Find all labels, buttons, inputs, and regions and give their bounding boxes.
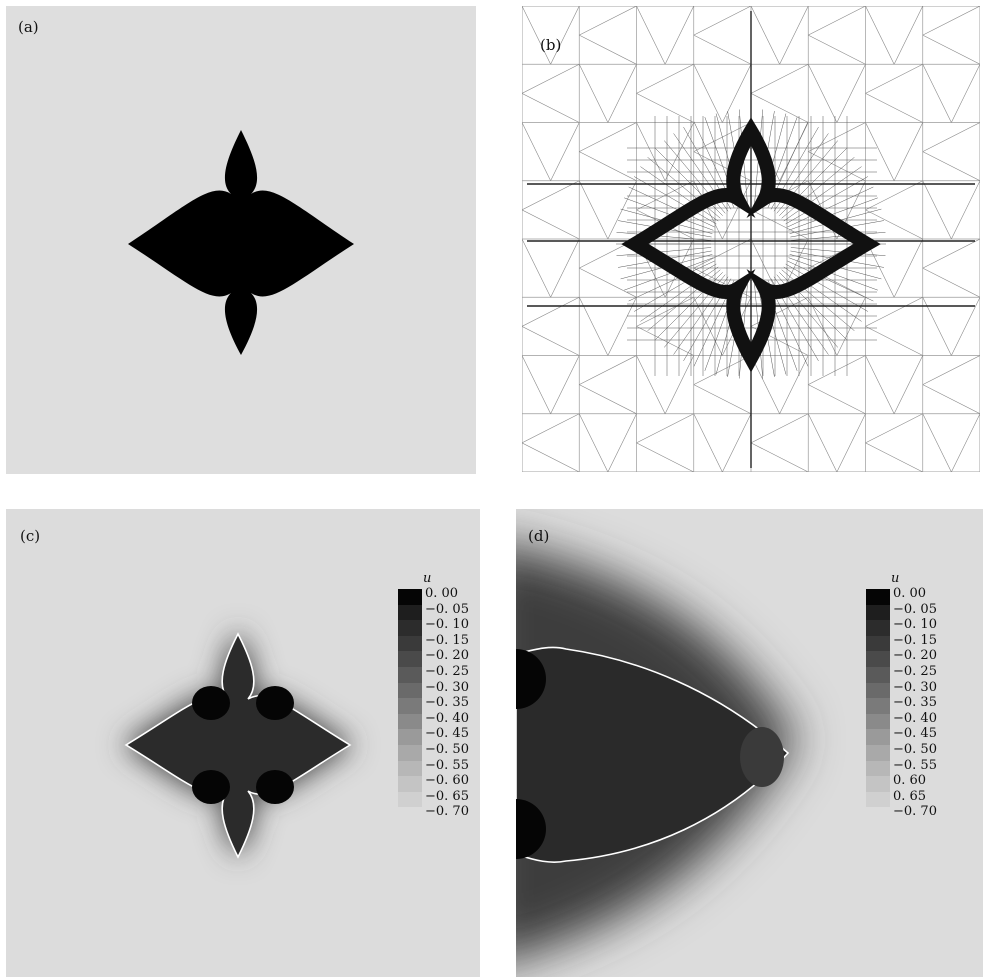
- panel-a: (a): [6, 6, 476, 474]
- legend-level-label: −0. 70: [893, 804, 937, 820]
- legend-swatch: [398, 589, 422, 605]
- legend-level-label: −0. 30: [893, 679, 937, 695]
- legend-swatch: [398, 682, 422, 699]
- legend-swatch: [398, 729, 422, 745]
- legend-level-label: 0. 00: [425, 586, 459, 601]
- legend-swatch: [866, 760, 890, 777]
- legend-swatch: [866, 713, 890, 730]
- legend-level-label: −0. 05: [425, 601, 469, 617]
- legend-swatch: [866, 651, 890, 667]
- interface-contour-d: [516, 646, 790, 863]
- legend-swatch: [866, 620, 890, 636]
- legend-swatch: [866, 776, 890, 792]
- legend-swatch: [866, 745, 890, 761]
- legend-level-label: −0. 35: [893, 695, 937, 711]
- legend-level-label: −0. 20: [425, 648, 469, 664]
- legend-level-label: −0. 40: [425, 710, 469, 726]
- legend-d: u 0. 00 −0. 05 −0. 10 −0. 15 −0. 20 −0. 25 −0.…: [866, 571, 956, 871]
- legend-level-label: −0. 70: [425, 804, 469, 820]
- legend-level-label: −0. 15: [893, 632, 937, 648]
- crystal-shape: [128, 130, 354, 355]
- panel-d-contour: [516, 509, 983, 977]
- legend-level-label: 0. 65: [893, 788, 927, 804]
- legend-swatch: [398, 807, 422, 823]
- mesh-interface-band: [621, 117, 881, 373]
- legend-level-label: −0. 30: [425, 679, 469, 695]
- panel-c: (c) u 0. 00 −0. 05 −0. 10 −0. 15 −0. 20 −0. 2…: [6, 509, 480, 977]
- panel-c-label: (c): [20, 527, 41, 545]
- legend-level-label: −0. 65: [425, 788, 469, 804]
- legend-swatch: [398, 791, 422, 808]
- legend-swatch: [866, 604, 890, 621]
- legend-swatch: [866, 807, 890, 823]
- panel-a-image: [6, 6, 476, 474]
- legend-swatch: [866, 698, 890, 714]
- legend-d-title: u: [891, 571, 900, 586]
- legend-level-label: −0. 25: [425, 664, 469, 679]
- legend-level-label: −0. 05: [893, 601, 937, 617]
- panel-b-label: (b): [540, 36, 562, 54]
- legend-swatch: [398, 667, 422, 683]
- legend-c-title: u: [423, 571, 432, 586]
- legend-level-label: −0. 40: [893, 710, 937, 726]
- panel-a-label: (a): [18, 18, 39, 36]
- legend-swatch: [398, 760, 422, 777]
- legend-level-label: −0. 50: [893, 742, 937, 757]
- legend-level-label: −0. 15: [425, 632, 469, 648]
- legend-c: u 0. 00 −0. 05 −0. 10 −0. 15 −0. 20 −0. 25 −0.…: [398, 571, 478, 871]
- legend-level-label: 0. 00: [893, 586, 927, 601]
- legend-swatch: [398, 713, 422, 730]
- legend-level-label: −0. 55: [425, 757, 469, 773]
- legend-swatch: [398, 776, 422, 792]
- legend-swatch: [398, 620, 422, 636]
- legend-swatch: [398, 604, 422, 621]
- legend-level-label: −0. 60: [425, 773, 469, 789]
- legend-swatch: [866, 791, 890, 808]
- legend-swatch: [866, 682, 890, 699]
- legend-level-label: −0. 45: [425, 726, 469, 742]
- legend-swatch: [866, 635, 890, 652]
- legend-swatch: [866, 729, 890, 745]
- legend-swatch: [866, 667, 890, 683]
- legend-level-label: −0. 10: [425, 617, 469, 633]
- panel-b: (b): [522, 6, 980, 472]
- legend-level-label: −0. 45: [893, 726, 937, 742]
- legend-level-label: −0. 35: [425, 695, 469, 711]
- legend-swatch: [398, 698, 422, 714]
- legend-level-label: −0. 55: [893, 757, 937, 773]
- legend-swatch: [398, 635, 422, 652]
- panel-d-label: (d): [528, 527, 550, 545]
- legend-level-label: 0. 60: [893, 773, 927, 789]
- legend-swatch: [866, 589, 890, 605]
- panel-d: (d) u 0. 00 −0. 05 −0. 10 −0. 15 −0. 20 −0. 2…: [516, 509, 983, 977]
- legend-swatch: [398, 745, 422, 761]
- legend-level-label: −0. 50: [425, 742, 469, 757]
- legend-level-label: −0. 10: [893, 617, 937, 633]
- legend-swatch: [398, 651, 422, 667]
- panel-b-mesh: [522, 6, 980, 472]
- legend-level-label: −0. 20: [893, 648, 937, 664]
- legend-level-label: −0. 25: [893, 664, 937, 679]
